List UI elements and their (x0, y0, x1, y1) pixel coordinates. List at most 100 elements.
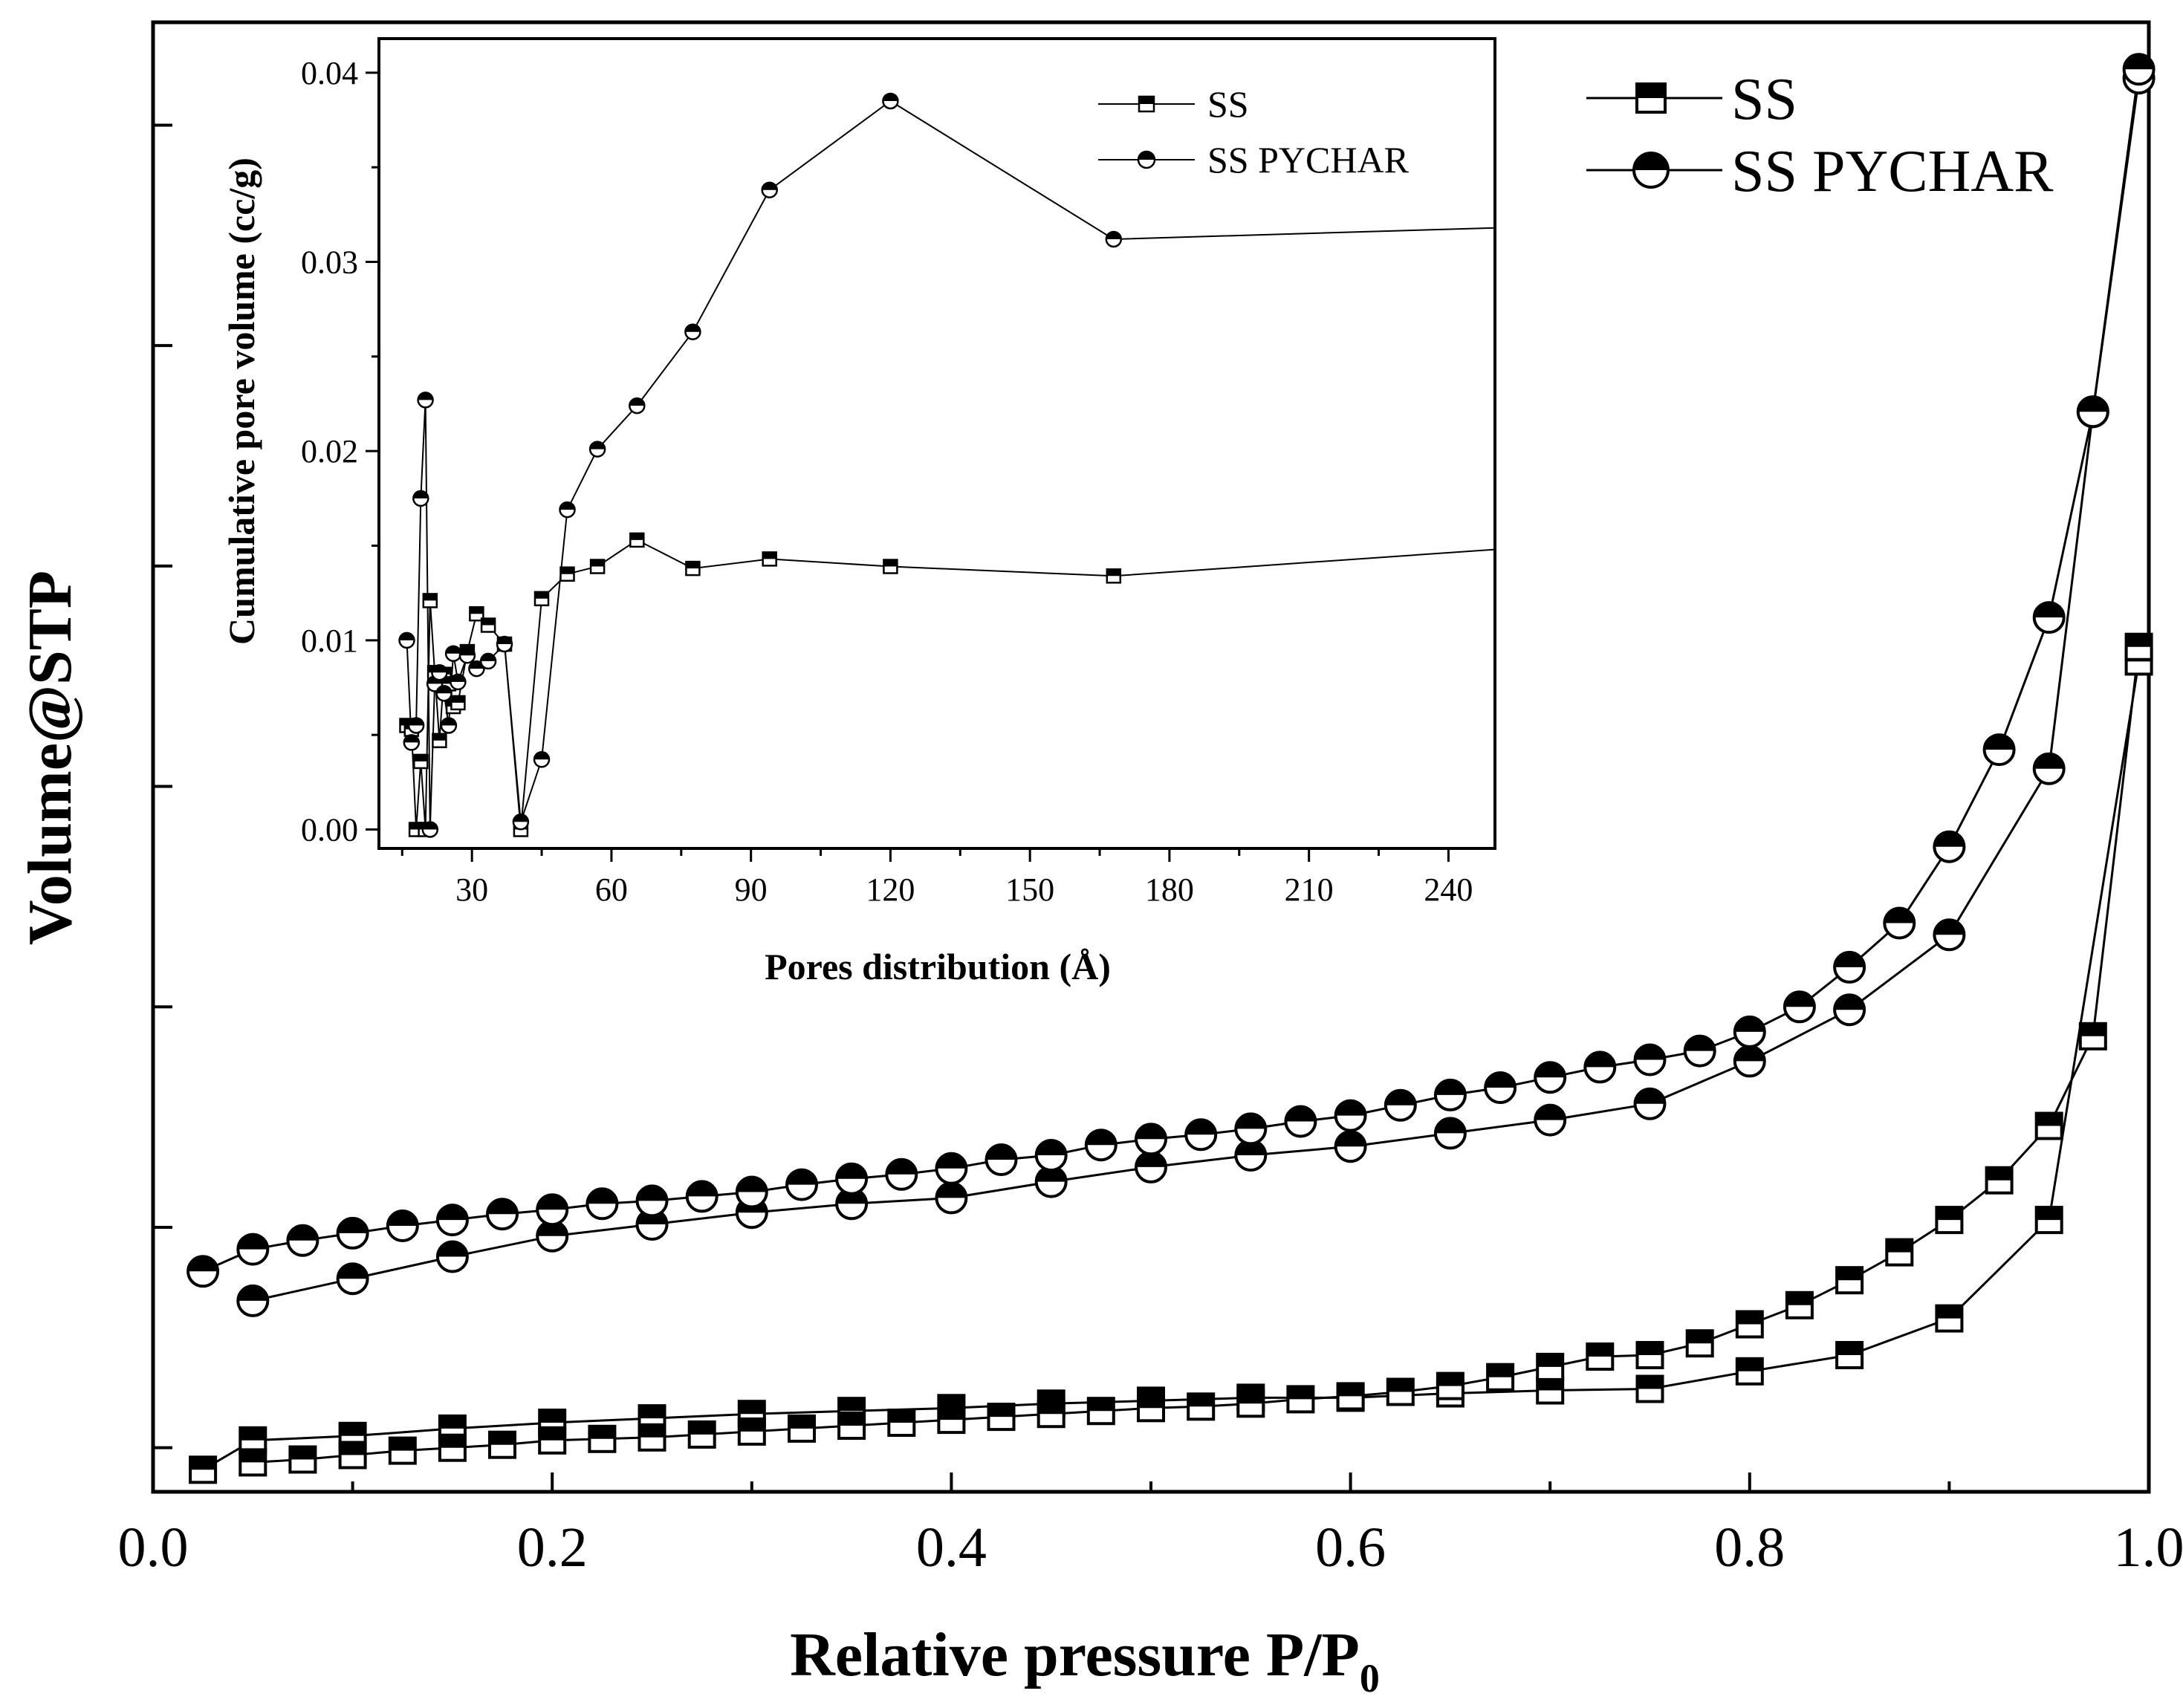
inset-y-tick-label: 0.02 (301, 433, 358, 470)
ss-pychar-adsorption-point (1833, 993, 1866, 1027)
ss-pychar-desorption-point (1284, 1105, 1317, 1138)
inset-ss-pychar-point (407, 717, 425, 734)
ss-pychar-desorption-point (1084, 1129, 1118, 1162)
inset-ss-pychar-point (444, 645, 462, 662)
ss-pychar-desorption-point (1633, 1043, 1667, 1077)
ss-desorption-point (987, 1403, 1016, 1432)
ss-pychar-desorption-point (1933, 830, 1966, 863)
inset-ss-pychar-point (458, 646, 476, 664)
main-legend-pychar-marker (1632, 152, 1670, 189)
inset-ss-point (1106, 568, 1122, 584)
ss-desorption-point (1536, 1352, 1565, 1381)
ss-desorption-point (788, 1414, 816, 1443)
main-x-tick-labels: 0.0 0.2 0.4 0.6 0.8 1.0 (118, 1516, 2183, 1579)
ss-pychar-desorption-point (1534, 1061, 1567, 1094)
ss-desorption-point (438, 1433, 467, 1462)
ss-pychar-adsorption-point (1534, 1103, 1567, 1137)
ss-pychar-desorption-point (186, 1255, 220, 1288)
ss-adsorption-point (1635, 1374, 1664, 1403)
ss-pychar-desorption-point (386, 1209, 419, 1242)
inset-legend: SS SS PYCHAR (1098, 83, 1410, 181)
ss-pychar-desorption-point (586, 1187, 619, 1221)
inset-ss-point (413, 753, 429, 770)
inset-ss-pychar-point (761, 181, 778, 198)
ss-desorption-point (1835, 1266, 1864, 1295)
ss-desorption-point (1037, 1400, 1065, 1429)
inset-ss-pychar-point (398, 631, 415, 649)
inset-x-tick-label: 210 (1285, 871, 1334, 908)
ss-desorption-point (1935, 1206, 1964, 1235)
main-x-tick-label: 0.0 (118, 1516, 189, 1579)
ss-desorption-point (588, 1424, 617, 1453)
inset-ss-pychar-point (588, 441, 606, 458)
ss-pychar-adsorption-point (336, 1262, 369, 1296)
ss-pychar-adsorption-point (435, 1240, 469, 1273)
ss-desorption-point (1735, 1310, 1764, 1339)
inset-y-tick-label: 0.04 (301, 55, 358, 91)
main-axis-ticks (152, 123, 2150, 1492)
inset-series-markers (398, 92, 1123, 838)
ss-pychar-desorption-point (735, 1175, 768, 1209)
inset-ss-point (469, 605, 484, 622)
ss-pychar-adsorption-point (1733, 1045, 1766, 1078)
inset-ss-pychar-point (629, 397, 646, 415)
inset-ss-pychar-point (684, 323, 701, 340)
ss-desorption-point (1985, 1166, 2014, 1195)
ss-desorption-point (1685, 1329, 1714, 1358)
ss-desorption-point (887, 1409, 916, 1437)
ss-desorption-point (1236, 1389, 1265, 1418)
ss-pychar-desorption-point (635, 1184, 669, 1218)
ss-pychar-desorption-point (1034, 1139, 1068, 1172)
inset-ss-pychar-point (1105, 230, 1123, 248)
ss-desorption-point (1286, 1385, 1315, 1414)
ss-pychar-desorption-point (685, 1180, 719, 1213)
ss-pychar-adsorption-point (1433, 1117, 1467, 1150)
ss-adsorption-point (1835, 1341, 1864, 1369)
main-y-axis-title: Volume@STP (16, 571, 85, 945)
inset-ss-pychar-point (468, 660, 485, 678)
inset-y-tick-label: 0.00 (301, 812, 358, 848)
inset-x-tick-label: 30 (455, 871, 488, 908)
ss-desorption-point (2124, 632, 2153, 661)
ss-pychar-desorption-point (286, 1224, 319, 1257)
inset-ss-pychar-point (440, 717, 458, 734)
main-legend-pychar-label: SS PYCHAR (1731, 139, 2054, 204)
ss-adsorption-point (189, 1455, 218, 1484)
ss-pychar-desorption-point (1982, 733, 2016, 767)
ss-pychar-adsorption-point (1334, 1130, 1367, 1163)
inset-ss-point (589, 559, 606, 574)
inset-ss-pychar-point (431, 663, 448, 681)
ss-pychar-desorption-line (202, 69, 2141, 1273)
inset-tick-labels: 30 60 90 120 150 180 210 240 0.00 0.01 0.02 0.03 0.0… (301, 55, 1473, 908)
inset-legend-pychar-label: SS PYCHAR (1207, 139, 1410, 181)
inset-ss-pychar-point (435, 684, 453, 702)
ss-pychar-desorption-point (835, 1162, 869, 1195)
ss-pychar-desorption-point (1583, 1051, 1617, 1084)
ss-pychar-desorption-point (1783, 990, 1816, 1024)
ss-pychar-desorption-point (536, 1193, 569, 1227)
ss-desorption-point (638, 1423, 666, 1452)
inset-y-tick-label: 0.03 (301, 244, 358, 281)
ss-pychar-desorption-point (1433, 1078, 1467, 1111)
ss-desorption-point (1486, 1363, 1515, 1392)
inset-ss-pychar-point (882, 92, 899, 110)
ss-pychar-desorption-point (1184, 1118, 1218, 1152)
ss-desorption-point (1137, 1394, 1165, 1423)
ss-pychar-desorption-point (1384, 1088, 1417, 1122)
ss-desorption-point (338, 1441, 367, 1470)
ss-desorption-point (2034, 1111, 2063, 1140)
ss-pychar-desorption-point (1733, 1015, 1766, 1048)
ss-pychar-desorption-point (435, 1204, 469, 1237)
ss-adsorption-point (1536, 1376, 1565, 1405)
inset-ss-point (450, 695, 466, 711)
inset-ss-point (533, 591, 550, 607)
main-x-tick-label: 0.6 (1315, 1516, 1386, 1579)
inset-ss-point (762, 551, 777, 567)
inset-legend-ss-label: SS (1207, 83, 1249, 125)
inset-x-tick-label: 180 (1145, 871, 1194, 908)
ss-pychar-desorption-point (1135, 1123, 1167, 1156)
ss-pychar-adsorption-point (935, 1181, 968, 1215)
ss-desorption-point (1086, 1397, 1115, 1426)
main-series-markers (186, 53, 2156, 1484)
